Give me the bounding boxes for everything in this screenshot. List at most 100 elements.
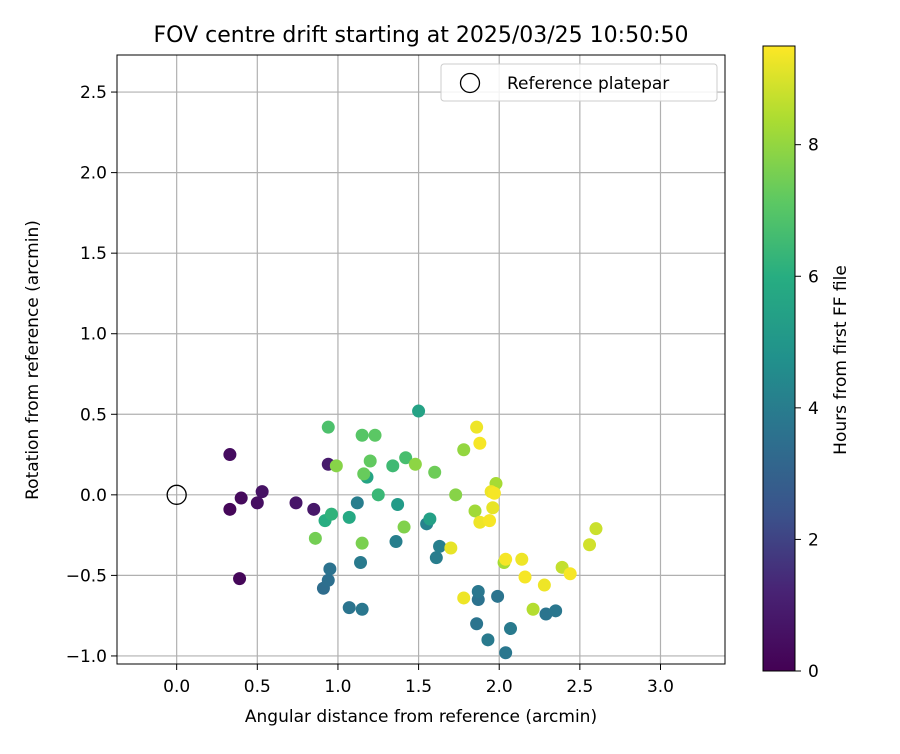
data-point	[589, 522, 603, 536]
data-point	[397, 520, 411, 534]
data-point	[449, 488, 463, 502]
data-point	[354, 556, 368, 569]
data-point	[428, 465, 442, 479]
x-tick-label: 3.0	[647, 677, 674, 697]
data-point	[234, 491, 248, 505]
data-point	[355, 602, 369, 616]
data-point	[518, 570, 532, 584]
data-point	[289, 496, 303, 510]
colorbar-tick-label: 8	[808, 136, 819, 156]
data-point	[470, 617, 484, 631]
y-tick-label: 0.5	[80, 405, 107, 425]
plot-frame	[116, 54, 726, 665]
data-point	[355, 428, 369, 442]
data-point	[342, 510, 356, 524]
x-tick-label: 1.5	[405, 677, 432, 697]
colorbar-tick-label: 6	[808, 267, 819, 287]
data-point	[423, 512, 437, 526]
data-point	[342, 601, 356, 615]
y-axis-label: Rotation from reference (arcmin)	[23, 220, 43, 500]
data-point	[563, 567, 577, 581]
data-point	[499, 552, 513, 566]
data-point	[433, 539, 447, 553]
data-point	[391, 498, 405, 511]
data-point	[255, 485, 269, 499]
data-point	[371, 488, 385, 502]
data-point	[233, 572, 247, 586]
colorbar-label: Hours from first FF file	[831, 265, 851, 455]
y-tick-label: 1.5	[80, 244, 107, 264]
data-point	[515, 552, 529, 566]
data-point	[473, 515, 487, 529]
data-point	[483, 514, 497, 528]
data-point	[329, 459, 343, 473]
data-points	[166, 404, 603, 660]
data-point	[363, 454, 377, 468]
data-point	[350, 496, 364, 510]
colorbar-tick-label: 2	[808, 530, 819, 550]
data-point	[368, 428, 382, 442]
data-point	[470, 420, 484, 434]
x-tick-label: 2.0	[486, 677, 513, 697]
data-point	[486, 501, 500, 515]
data-point	[504, 622, 518, 636]
x-axis-label: Angular distance from reference (arcmin)	[245, 707, 597, 727]
data-point	[481, 633, 495, 647]
y-tick-label: −1.0	[66, 647, 107, 667]
data-point	[324, 507, 338, 521]
legend-label: Reference platepar	[507, 74, 669, 94]
x-axis-ticks: 0.0 0.5 1.0 1.5 2.0 2.5 3.0	[163, 664, 674, 697]
x-tick-label: 0.5	[244, 677, 271, 697]
data-point	[357, 467, 371, 481]
data-point	[223, 502, 237, 516]
y-tick-label: −0.5	[66, 566, 107, 586]
legend-marker-circle	[459, 72, 481, 94]
data-point	[412, 404, 426, 418]
colorbar-tick-label: 4	[808, 399, 819, 419]
data-point	[583, 538, 597, 552]
y-tick-label: 1.0	[80, 325, 107, 345]
x-tick-label: 0.0	[163, 677, 190, 697]
x-tick-label: 2.5	[566, 677, 593, 697]
colorbar-tick-label: 0	[808, 662, 819, 682]
data-point	[537, 578, 551, 592]
data-point	[444, 541, 458, 555]
colorbar-ticks: 0 2 4 6 8	[795, 136, 819, 682]
data-point	[323, 562, 337, 576]
colorbar-gradient	[762, 45, 796, 672]
data-point	[307, 502, 321, 516]
plot-background	[117, 55, 725, 664]
x-tick-label: 1.0	[324, 677, 351, 697]
reference-marker	[166, 484, 187, 505]
colorbar: 0 2 4 6 8 Hours from first FF file	[762, 45, 851, 682]
data-point	[308, 531, 322, 545]
data-point	[468, 504, 482, 518]
grid	[117, 55, 725, 664]
chart-title: FOV centre drift starting at 2025/03/25 …	[154, 23, 689, 48]
data-point	[386, 459, 400, 473]
y-tick-label: 0.0	[80, 486, 107, 506]
data-point	[473, 436, 487, 450]
y-tick-label: 2.0	[80, 164, 107, 184]
data-point	[389, 535, 403, 549]
data-point	[223, 448, 237, 462]
data-point	[321, 420, 335, 434]
data-point	[250, 496, 264, 510]
data-point	[471, 585, 485, 598]
data-point	[355, 536, 369, 550]
y-axis-ticks: −1.0 −0.5 0.0 0.5 1.0 1.5 2.0 2.5	[66, 83, 117, 667]
legend-box	[440, 63, 718, 102]
data-point	[457, 591, 471, 605]
data-point	[549, 604, 563, 618]
data-point	[487, 486, 501, 500]
legend: Reference platepar	[440, 63, 718, 102]
data-point	[499, 646, 513, 660]
data-point	[429, 551, 443, 565]
data-point	[526, 602, 540, 616]
data-point	[491, 589, 505, 603]
y-tick-label: 2.5	[80, 83, 107, 103]
data-point	[321, 573, 335, 587]
data-point	[399, 451, 413, 465]
